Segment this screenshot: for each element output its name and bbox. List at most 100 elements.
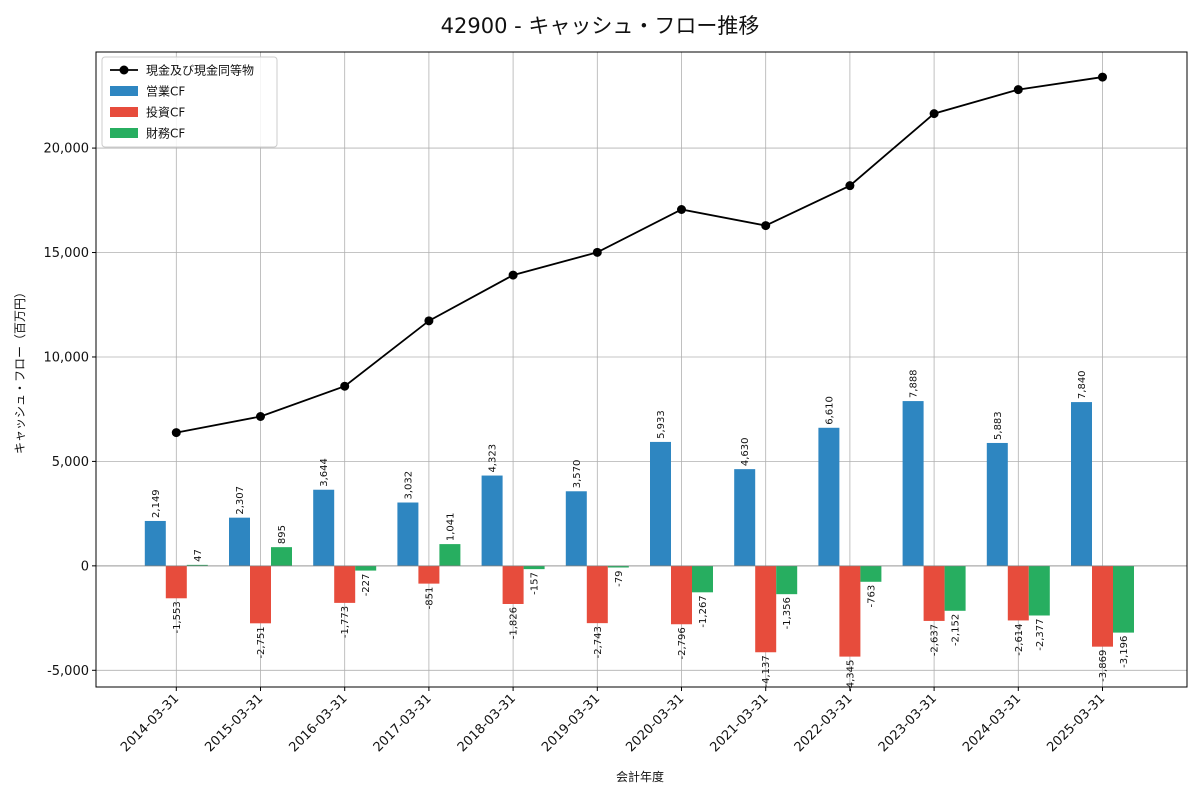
bar-financing-cf <box>271 547 292 566</box>
chart-title: 42900 - キャッシュ・フロー推移 <box>441 14 760 38</box>
bar-investing-cf <box>586 565 608 624</box>
value-label-operating-cf: 5,933 <box>656 410 667 439</box>
bar-financing-cf <box>860 565 882 582</box>
x-tick-label: 2016-03-31 <box>286 691 350 755</box>
value-label-investing-cf: -1,553 <box>172 601 183 633</box>
value-label-investing-cf: -4,137 <box>761 655 772 687</box>
cash-line-group <box>171 72 1107 438</box>
cash-point <box>1098 72 1107 82</box>
value-label-operating-cf: 2,149 <box>151 489 162 518</box>
cash-point <box>340 381 350 391</box>
value-label-investing-cf: -2,743 <box>593 626 604 658</box>
bar-investing-cf <box>755 565 777 653</box>
bar-operating-cf <box>313 489 335 566</box>
value-label-investing-cf: -2,796 <box>677 627 688 659</box>
bar-investing-cf <box>334 565 356 603</box>
bar-operating-cf <box>397 502 419 566</box>
bar-investing-cf <box>671 565 692 625</box>
x-tick-label: 2014-03-31 <box>118 691 182 755</box>
cash-point <box>929 109 939 119</box>
value-labels-group: 2,149 2,307 3,644 3,032 4,323 3,570 5,933 4,630… <box>151 369 1130 691</box>
value-label-investing-cf: -851 <box>424 587 435 610</box>
bar-financing-cf <box>523 565 545 570</box>
value-label-financing-cf: -2,377 <box>1035 618 1046 650</box>
y-axis-ticks: -5,000 0 5,000 10,000 15,000 20,000 <box>44 142 96 679</box>
x-tick-label: 2023-03-31 <box>876 691 940 755</box>
value-label-financing-cf: -157 <box>530 572 541 595</box>
value-label-operating-cf: 7,888 <box>909 369 920 398</box>
value-label-investing-cf: -1,826 <box>509 607 520 639</box>
bars-group <box>144 401 1134 657</box>
legend-label-operating-cf: 営業CF <box>146 85 185 99</box>
legend-line-marker <box>119 65 129 75</box>
value-label-operating-cf: 4,630 <box>740 437 751 466</box>
bar-operating-cf <box>734 469 756 566</box>
value-label-financing-cf: -227 <box>361 574 372 597</box>
x-tick-label: 2017-03-31 <box>371 691 435 755</box>
bar-investing-cf <box>923 565 945 621</box>
bar-investing-cf <box>1007 565 1029 621</box>
bar-financing-cf <box>776 565 798 595</box>
bar-financing-cf <box>439 544 461 566</box>
legend-swatch-investing-cf <box>110 107 138 117</box>
bar-financing-cf <box>1028 565 1050 616</box>
bar-financing-cf <box>944 565 966 611</box>
bar-financing-cf <box>186 564 208 566</box>
value-label-operating-cf: 4,323 <box>488 444 499 473</box>
value-label-operating-cf: 6,610 <box>824 396 835 425</box>
bar-financing-cf <box>692 565 713 593</box>
plot-frame <box>95 51 1188 688</box>
bar-investing-cf <box>165 565 187 599</box>
value-label-operating-cf: 3,644 <box>319 458 330 487</box>
cash-line <box>176 76 1103 434</box>
value-label-operating-cf: 3,570 <box>572 460 583 489</box>
x-tick-label: 2019-03-31 <box>539 691 603 755</box>
bar-investing-cf <box>839 565 861 657</box>
value-label-investing-cf: -4,345 <box>845 660 856 692</box>
cash-point <box>171 428 181 438</box>
value-label-investing-cf: -1,773 <box>340 606 351 638</box>
plot-background <box>96 52 1187 687</box>
value-label-financing-cf: -1,356 <box>782 597 793 629</box>
bar-financing-cf <box>607 565 629 568</box>
bar-operating-cf <box>565 491 587 566</box>
bar-operating-cf <box>1071 402 1092 566</box>
legend-box <box>101 56 278 148</box>
cash-point <box>424 316 434 326</box>
y-tick-label: 0 <box>81 559 89 574</box>
legend-label-cash: 現金及び現金同等物 <box>146 63 254 78</box>
value-label-financing-cf: 47 <box>193 549 204 562</box>
bar-operating-cf <box>481 475 503 566</box>
y-axis-label: キャッシュ・フロー（百万円） <box>13 286 27 454</box>
cash-point <box>592 247 602 257</box>
x-tick-label: 2025-03-31 <box>1044 691 1108 755</box>
y-tick-label: 10,000 <box>44 350 90 365</box>
bar-investing-cf <box>418 565 440 584</box>
value-label-operating-cf: 2,307 <box>235 486 246 515</box>
y-tick-label: -5,000 <box>47 664 89 679</box>
x-axis-ticks: 2014-03-31 2015-03-31 2016-03-31 2017-03-31… <box>118 687 1108 755</box>
value-label-operating-cf: 7,840 <box>1077 370 1088 399</box>
cash-point <box>256 411 265 421</box>
value-label-financing-cf: -79 <box>614 570 625 586</box>
cash-point <box>761 221 771 231</box>
bar-operating-cf <box>229 517 250 566</box>
bar-operating-cf <box>902 401 924 566</box>
bar-financing-cf <box>1113 565 1134 633</box>
value-label-financing-cf: 1,041 <box>445 512 456 541</box>
value-label-investing-cf: -2,614 <box>1014 623 1025 655</box>
legend-swatch-operating-cf <box>110 86 138 96</box>
x-axis-label: 会計年度 <box>616 769 664 784</box>
bar-operating-cf <box>986 442 1008 566</box>
bar-investing-cf <box>1092 565 1113 647</box>
cash-point <box>845 181 855 191</box>
x-tick-label: 2018-03-31 <box>455 691 519 755</box>
x-tick-label: 2024-03-31 <box>960 691 1024 755</box>
value-label-investing-cf: -2,751 <box>256 626 267 658</box>
x-tick-label: 2020-03-31 <box>623 691 687 755</box>
bar-operating-cf <box>144 520 166 566</box>
cash-point <box>508 270 518 280</box>
